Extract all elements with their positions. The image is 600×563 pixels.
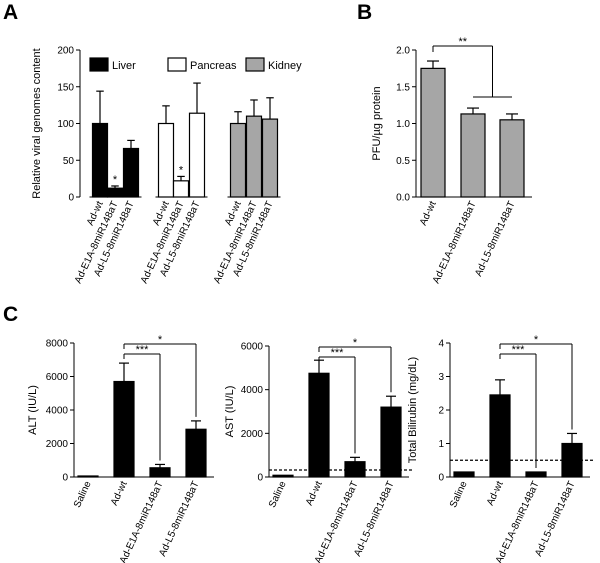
bar: [344, 461, 366, 478]
y-axis-title: Relative viral genomes content: [31, 48, 43, 198]
bar: [188, 112, 206, 198]
significance-star: *: [179, 164, 184, 176]
legend-swatch: [245, 57, 265, 72]
y-tick-label: 100: [57, 119, 74, 130]
bar: [172, 180, 190, 198]
panel-letter-c: C: [3, 303, 18, 326]
bar: [229, 122, 247, 198]
y-tick-label: 4000: [241, 385, 264, 396]
category-label: Ad-wt: [485, 479, 506, 507]
y-tick-label: 50: [63, 156, 75, 167]
significance-label: *: [158, 334, 163, 346]
significance-label: ***: [331, 347, 345, 359]
chart-viral-genomes: 0 50 100 150 200 Relative viral genomes conte…: [31, 46, 302, 286]
y-tick-label: 2000: [241, 429, 264, 440]
y-tick-label: 0.0: [396, 193, 410, 204]
bar: [308, 372, 330, 478]
y-tick-label: 0: [62, 473, 68, 484]
y-tick-label: 6000: [241, 342, 264, 353]
bar: [561, 442, 583, 478]
bar: [499, 119, 525, 198]
y-axis-title: Total Bilirubin (mg/dL): [407, 357, 419, 463]
legend-label: Kidney: [268, 60, 302, 72]
category-label: Ad-wt: [109, 479, 130, 507]
significance-label: *: [353, 337, 358, 349]
bar: [525, 471, 547, 478]
y-tick-label: 0: [68, 193, 74, 204]
y-tick-label: 1.5: [396, 82, 410, 93]
legend-swatch: [89, 57, 109, 72]
bar: [420, 67, 446, 198]
y-axis-title: ALT (IU/L): [27, 385, 39, 435]
y-tick-label: 0: [438, 473, 444, 484]
category-label: Ad-L5-8miR148aT: [352, 480, 397, 559]
y-tick-label: 150: [57, 82, 74, 93]
y-tick-label: 1.0: [396, 119, 410, 130]
y-tick-label: 3: [438, 372, 444, 383]
y-tick-label: 0: [257, 473, 263, 484]
y-axis-title: AST (IU/L): [224, 386, 236, 438]
bar: [261, 118, 279, 198]
y-tick-label: 2000: [46, 439, 69, 450]
category-label: Saline: [448, 479, 470, 509]
legend-swatch: [167, 57, 187, 72]
y-tick-label: 4: [438, 339, 444, 350]
y-tick-label: 4000: [46, 406, 69, 417]
legend-label: Liver: [112, 60, 136, 72]
y-tick-label: 8000: [46, 339, 69, 350]
y-tick-label: 0.5: [396, 156, 410, 167]
category-label: Ad-L5-8miR148aT: [157, 480, 202, 559]
significance-label: ***: [136, 344, 150, 356]
significance-label: ***: [512, 344, 526, 356]
y-tick-label: 2.0: [396, 46, 410, 57]
bar: [157, 122, 175, 198]
category-label: Ad-wt: [304, 479, 325, 507]
chart-pfu: 0.0 0.5 1.0 1.5 2.0 PFU/µg protein Ad-wtAd-E1A…: [371, 36, 532, 285]
category-label: Saline: [267, 479, 289, 509]
category-label: Ad-L5-8miR148aT: [533, 480, 578, 559]
y-axis-title: PFU/µg protein: [371, 86, 383, 160]
significance-star: *: [113, 174, 118, 186]
bar: [91, 122, 109, 198]
chart-bilirubin: 0 1 2 3 4 Total Bilirubin (mg/dL) Saline Ad-wt A…: [407, 334, 594, 563]
bar: [77, 475, 99, 478]
bar: [453, 471, 475, 478]
bar: [380, 406, 402, 478]
bar: [460, 113, 486, 198]
category-label: Saline: [72, 479, 94, 509]
category-label: Ad-wt: [418, 199, 439, 227]
bar: [106, 187, 124, 198]
bar: [185, 428, 207, 478]
legend-label: Pancreas: [190, 60, 237, 72]
y-tick-label: 200: [57, 46, 74, 57]
bar: [489, 394, 511, 478]
panel-letter-a: A: [3, 1, 18, 24]
bar: [149, 467, 171, 478]
panel-letter-b: B: [357, 1, 372, 24]
bar: [272, 474, 294, 478]
chart-alt: 0 2000 4000 6000 8000 ALT (IU/L) Saline Ad-wt Ad…: [27, 334, 214, 563]
significance-label: *: [534, 334, 539, 346]
y-tick-label: 1: [438, 439, 444, 450]
y-tick-label: 2: [438, 406, 444, 417]
bar: [113, 380, 135, 478]
bar: [122, 147, 140, 198]
category-label: Ad-E1A-8miR148aT: [431, 200, 479, 286]
category-label: Ad-L5-8miR148aT: [473, 200, 518, 279]
bar: [245, 115, 263, 198]
y-tick-label: 6000: [46, 372, 69, 383]
significance-label: **: [458, 36, 467, 48]
